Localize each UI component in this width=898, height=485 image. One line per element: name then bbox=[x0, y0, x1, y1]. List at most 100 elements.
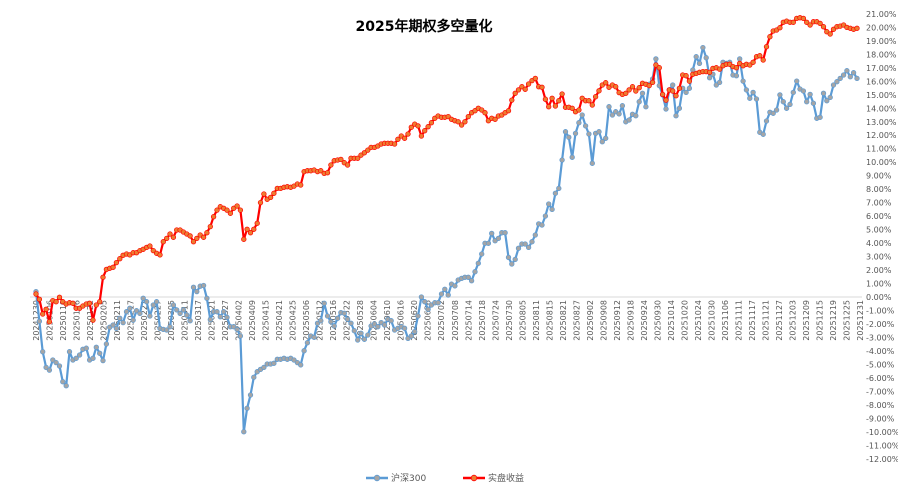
legend-item-hs300[interactable]: 沪深300 bbox=[366, 472, 426, 484]
data-point-series-1 bbox=[546, 104, 552, 110]
series-line-0 bbox=[34, 46, 858, 433]
data-point-series-1 bbox=[767, 34, 773, 40]
data-point-series-0 bbox=[251, 374, 257, 380]
data-point-series-1 bbox=[170, 234, 177, 240]
x-tick-label: 20250821 bbox=[559, 300, 568, 341]
series-line-1 bbox=[35, 16, 858, 323]
data-point-series-0 bbox=[224, 314, 230, 321]
data-point-series-0 bbox=[415, 313, 421, 319]
data-point-series-0 bbox=[753, 96, 760, 102]
data-point-series-1 bbox=[395, 136, 401, 142]
data-point-series-0 bbox=[365, 332, 371, 338]
data-point-series-1 bbox=[509, 97, 515, 103]
legend-marker-live-return bbox=[470, 474, 478, 482]
data-point-series-0 bbox=[170, 302, 177, 308]
data-point-series-1 bbox=[532, 75, 538, 82]
data-point-series-0 bbox=[442, 286, 448, 292]
data-point-series-0 bbox=[817, 114, 823, 120]
data-point-series-1 bbox=[462, 119, 468, 125]
data-point-series-0 bbox=[589, 160, 595, 166]
data-point-series-1 bbox=[522, 86, 528, 92]
data-point-series-0 bbox=[673, 113, 679, 119]
data-point-series-0 bbox=[321, 300, 327, 306]
plot-area bbox=[33, 15, 860, 435]
data-point-series-1 bbox=[820, 24, 827, 30]
data-point-series-0 bbox=[804, 99, 810, 105]
data-point-series-0 bbox=[539, 222, 545, 228]
data-point-series-0 bbox=[505, 254, 512, 261]
data-point-series-0 bbox=[311, 334, 317, 340]
x-axis: 2024123020250106202501102025011620250122… bbox=[32, 300, 865, 341]
data-point-series-1 bbox=[525, 81, 532, 87]
y-tick-label: 0.00% bbox=[866, 293, 892, 302]
y-tick-label: 12.00% bbox=[866, 131, 897, 140]
data-point-series-1 bbox=[167, 231, 173, 237]
x-tick-label: 20251106 bbox=[721, 300, 730, 341]
data-point-series-1 bbox=[623, 90, 629, 96]
data-point-series-0 bbox=[847, 74, 853, 80]
data-point-series-0 bbox=[502, 230, 508, 236]
data-point-series-1 bbox=[113, 259, 120, 266]
data-point-series-1 bbox=[100, 274, 106, 280]
data-point-series-0 bbox=[780, 99, 786, 105]
data-point-series-1 bbox=[673, 93, 679, 99]
y-axis: 21.00% 20.00% 19.00% 18.00% 17.00% 16.00% 15.0… bbox=[866, 10, 898, 464]
data-point-series-0 bbox=[693, 54, 699, 60]
data-point-series-1 bbox=[576, 107, 582, 113]
y-tick-label: 1.00% bbox=[866, 280, 892, 289]
data-point-series-0 bbox=[401, 325, 408, 331]
data-point-series-1 bbox=[90, 317, 96, 323]
data-point-series-1 bbox=[716, 66, 723, 72]
data-point-series-0 bbox=[820, 90, 827, 96]
y-tick-label: -2.00% bbox=[866, 320, 895, 329]
x-tick-label: 20251030 bbox=[707, 300, 716, 341]
data-point-series-0 bbox=[190, 284, 197, 290]
data-point-series-0 bbox=[626, 117, 632, 123]
data-point-series-0 bbox=[425, 306, 431, 312]
data-point-series-1 bbox=[422, 128, 428, 134]
data-point-series-0 bbox=[150, 302, 156, 308]
x-tick-label: 20251231 bbox=[856, 300, 865, 341]
data-point-series-1 bbox=[659, 91, 666, 98]
x-tick-label: 20250516 bbox=[329, 300, 338, 341]
legend: 沪深300 实盘收益 bbox=[366, 472, 524, 484]
data-point-series-0 bbox=[187, 318, 193, 324]
data-point-series-0 bbox=[525, 244, 532, 251]
y-tick-label: 3.00% bbox=[866, 253, 892, 262]
data-point-series-0 bbox=[247, 392, 254, 398]
data-point-series-1 bbox=[355, 155, 361, 161]
y-tick-label: -6.00% bbox=[866, 374, 895, 383]
data-point-series-1 bbox=[683, 73, 689, 79]
data-point-series-1 bbox=[760, 57, 766, 63]
data-point-series-0 bbox=[137, 310, 143, 317]
x-tick-label: 20251111 bbox=[734, 300, 743, 341]
x-tick-label: 20250311 bbox=[181, 300, 190, 341]
x-tick-label: 20251225 bbox=[842, 300, 851, 341]
legend-item-live-return[interactable]: 实盘收益 bbox=[463, 472, 524, 484]
data-point-series-1 bbox=[86, 300, 93, 306]
data-point-series-1 bbox=[670, 88, 676, 94]
y-tick-label: 21.00% bbox=[866, 10, 897, 19]
data-point-series-1 bbox=[254, 220, 260, 226]
data-point-series-1 bbox=[733, 65, 740, 71]
data-point-series-1 bbox=[592, 94, 599, 100]
data-point-series-0 bbox=[341, 310, 347, 316]
y-tick-label: -11.00% bbox=[866, 441, 898, 450]
data-point-series-0 bbox=[512, 256, 518, 263]
data-point-series-0 bbox=[133, 308, 140, 314]
data-point-series-1 bbox=[418, 133, 425, 139]
data-point-series-1 bbox=[676, 85, 683, 91]
data-point-series-1 bbox=[338, 156, 344, 163]
x-tick-label: 20250506 bbox=[302, 300, 311, 341]
data-point-series-0 bbox=[633, 113, 639, 119]
y-tick-label: 2.00% bbox=[866, 266, 892, 275]
data-point-series-0 bbox=[837, 75, 843, 82]
data-point-series-0 bbox=[576, 120, 582, 126]
data-point-series-0 bbox=[100, 357, 106, 364]
y-tick-label: 4.00% bbox=[866, 239, 892, 248]
data-point-series-1 bbox=[234, 203, 240, 209]
data-point-series-1 bbox=[790, 19, 796, 25]
x-tick-label: 20250421 bbox=[275, 300, 284, 341]
data-point-series-1 bbox=[344, 162, 351, 168]
data-point-series-0 bbox=[110, 322, 116, 328]
